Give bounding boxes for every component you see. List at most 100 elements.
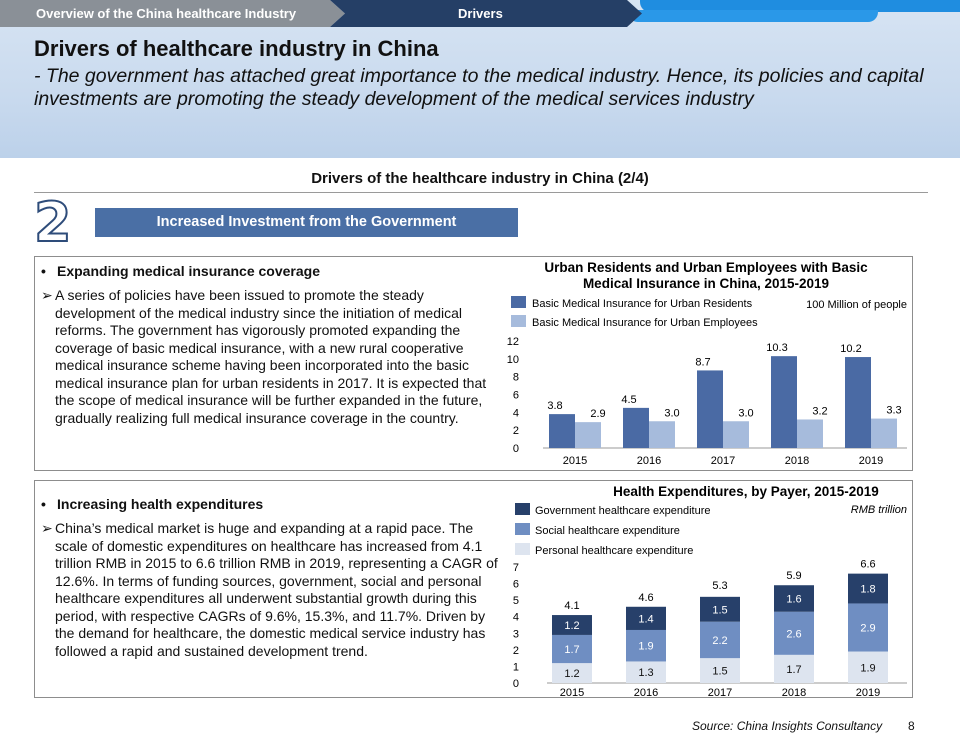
breadcrumb: Overview of the China healthcare Industr…	[0, 0, 960, 28]
chart2-total-label: 4.1	[564, 600, 579, 612]
source-note: Source: China Insights Consultancy	[692, 719, 883, 733]
chart2-bar-segment	[626, 661, 666, 683]
expenditures-paragraph: ➢ China’s medical market is huge and exp…	[41, 520, 501, 660]
page-title: Drivers of healthcare industry in China	[34, 36, 439, 61]
chart1-data-label: 3.0	[664, 407, 679, 419]
section-title: Drivers of the healthcare industry in Ch…	[311, 170, 649, 187]
chart2-segment-label: 1.8	[860, 584, 875, 596]
chart2-segment-label: 2.2	[712, 635, 727, 647]
chart1-bar	[845, 357, 871, 448]
chart2-segment-label: 1.7	[786, 664, 801, 676]
section-divider	[34, 192, 928, 193]
chart2-bar-segment	[552, 663, 592, 683]
chart2-y-tick: 2	[513, 645, 519, 657]
chart2-segment-label: 2.9	[860, 622, 875, 634]
chart2-bar-segment	[774, 611, 814, 655]
chart1-title-line: Urban Residents and Urban Employees with…	[544, 260, 868, 275]
header-accent-secondary	[628, 10, 878, 22]
expenditures-paragraph-text: China’s medical market is huge and expan…	[55, 520, 498, 659]
breadcrumb-item-overview[interactable]: Overview of the China healthcare Industr…	[0, 0, 345, 27]
chart1-legend-swatch	[511, 296, 526, 308]
chart2-total-label: 4.6	[638, 592, 653, 604]
chart2-total-label: 5.3	[712, 580, 727, 592]
chart1-data-label: 3.3	[886, 405, 901, 417]
chart2-x-tick: 2017	[708, 687, 732, 697]
chart1-bar	[797, 419, 823, 448]
chart2-segment-label: 1.6	[786, 593, 801, 605]
expenditures-heading-text: Increasing health expenditures	[57, 496, 264, 512]
chart1-y-tick: 12	[507, 336, 519, 348]
page-subtitle: - The government has attached great impo…	[34, 65, 924, 110]
chart2-y-tick: 7	[513, 562, 519, 574]
chart1-x-tick: 2018	[785, 455, 809, 467]
insurance-paragraph: ➢ A series of policies have been issued …	[41, 287, 501, 427]
chart2-bar-segment	[552, 634, 592, 664]
chart2-segment-label: 1.9	[638, 641, 653, 653]
chart2-x-tick: 2015	[560, 687, 584, 697]
chart2-total-label: 6.6	[860, 559, 875, 571]
chart1-legend-label: Basic Medical Insurance for Urban Reside…	[532, 298, 753, 310]
chart2-x-tick: 2019	[856, 687, 880, 697]
bullet-icon: •	[41, 263, 46, 279]
chart2-segment-label: 1.9	[860, 662, 875, 674]
arrow-bullet-icon: ➢	[41, 287, 53, 303]
chart2-legend-swatch	[515, 543, 530, 555]
chart2-segment-label: 1.3	[638, 667, 653, 679]
bullet-icon: •	[41, 496, 46, 512]
chart2-segment-label: 1.2	[564, 620, 579, 632]
chart1-bar	[871, 418, 897, 448]
chart2-legend-swatch	[515, 523, 530, 535]
health-expenditures-panel: • Increasing health expenditures ➢ China’…	[34, 480, 913, 698]
breadcrumb-item-drivers[interactable]: Drivers	[330, 0, 642, 27]
chart1-bar	[697, 370, 723, 448]
chart1-legend-swatch	[511, 315, 526, 327]
chart1-bar	[771, 356, 797, 448]
chart1-y-tick: 4	[513, 407, 519, 419]
chart2-title: Health Expenditures, by Payer, 2015-2019	[613, 484, 879, 499]
chart2-bar-segment	[626, 606, 666, 630]
chart1-y-tick: 6	[513, 390, 519, 402]
chart2-bar-segment	[626, 629, 666, 662]
insurance-chart: Urban Residents and Urban Employees with…	[507, 260, 907, 467]
chart2-y-tick: 5	[513, 595, 519, 607]
chart1-data-label: 10.3	[766, 342, 787, 354]
chart2-segment-label: 1.5	[712, 604, 727, 616]
chart1-y-tick: 8	[513, 372, 519, 384]
chart1-bar	[623, 407, 649, 448]
arrow-bullet-icon: ➢	[41, 520, 53, 536]
chart2-segment-label: 2.6	[786, 628, 801, 640]
chart1-legend-label: Basic Medical Insurance for Urban Employ…	[532, 317, 758, 329]
chart2-y-tick: 3	[513, 628, 519, 640]
chart2-bar-segment	[848, 651, 888, 683]
chart1-data-label: 8.7	[695, 356, 710, 368]
chart1-unit: 100 Million of people	[806, 299, 907, 311]
insurance-heading: • Expanding medical insurance coverage	[41, 263, 320, 279]
chart1-x-tick: 2017	[711, 455, 735, 467]
chart2-legend-swatch	[515, 503, 530, 515]
chart2-y-tick: 6	[513, 579, 519, 591]
chart2-bar-segment	[848, 573, 888, 604]
chart1-y-tick: 2	[513, 425, 519, 437]
section-banner: Increased Investment from the Government	[95, 208, 518, 237]
chart1-x-tick: 2019	[859, 455, 883, 467]
chart1-bar	[575, 422, 601, 448]
expenditures-heading: • Increasing health expenditures	[41, 496, 263, 512]
section-number-badge: 2	[33, 191, 73, 254]
chart1-bar	[723, 421, 749, 448]
chart2-y-tick: 1	[513, 661, 519, 673]
chart2-bar-segment	[774, 585, 814, 612]
chart1-title-line: Medical Insurance in China, 2015-2019	[583, 276, 829, 291]
chart2-legend-label: Social healthcare expenditure	[535, 525, 680, 537]
chart2-total-label: 5.9	[786, 570, 801, 582]
chart1-bar	[649, 421, 675, 448]
chart1-data-label: 4.5	[621, 394, 636, 406]
chart2-segment-label: 1.4	[638, 613, 653, 625]
chart2-segment-label: 1.2	[564, 668, 579, 680]
chart2-bar-segment	[700, 621, 740, 659]
insurance-paragraph-text: A series of policies have been issued to…	[55, 287, 487, 426]
chart1-x-tick: 2016	[637, 455, 661, 467]
chart2-bar-segment	[700, 596, 740, 622]
insurance-coverage-panel: • Expanding medical insurance coverage ➢ …	[34, 256, 913, 471]
chart1-data-label: 10.2	[840, 343, 861, 355]
chart1-data-label: 3.2	[812, 405, 827, 417]
